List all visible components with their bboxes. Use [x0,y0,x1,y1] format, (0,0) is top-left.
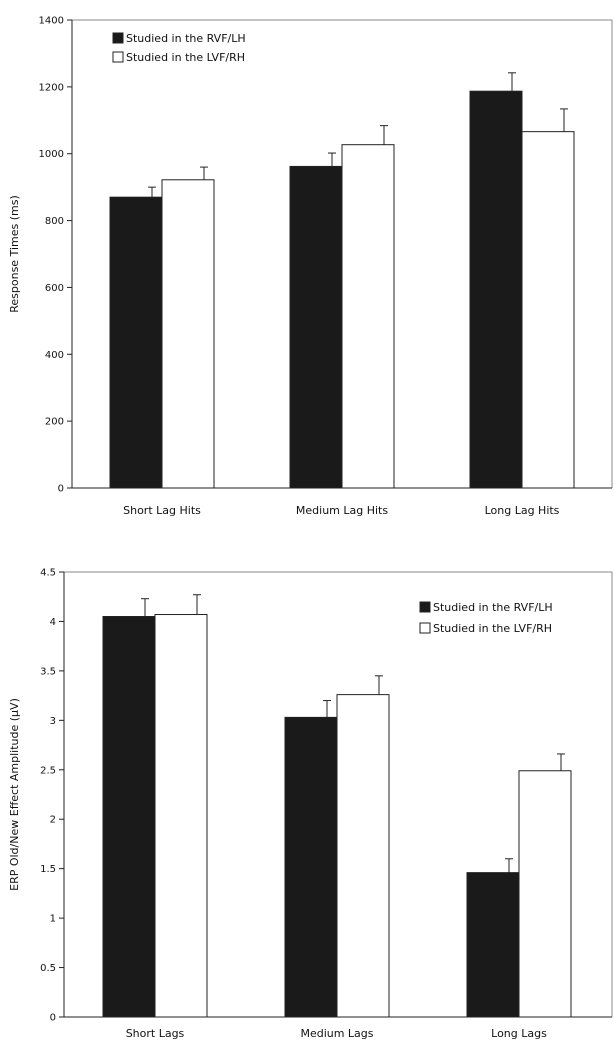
bar [341,144,395,489]
plot-frame [72,19,613,488]
category-label: Long Lags [491,1027,547,1040]
bar [102,616,156,1018]
legend-label: Studied in the RVF/LH [126,32,246,45]
bar [161,179,215,489]
legend-swatch [419,622,431,634]
erp-amplitude-chart: 0 0.5 1 1.5 2 2.5 3 3.5 4 4.5 Short Lags Medium Lag… [8,568,613,1040]
y-tick-label: 4 [50,617,56,628]
bar [518,770,572,1018]
bar [336,694,390,1018]
y-axis-title: ERP Old/New Effect Amplitude (µV) [8,698,21,891]
bar [466,872,520,1018]
y-tick-label: 0.5 [40,963,56,974]
bar [289,165,343,489]
category-label: Medium Lags [300,1027,373,1040]
legend-label: Studied in the LVF/RH [433,622,552,635]
response-times-chart: 0 200 400 600 800 1000 1200 1400 Short Lag Hits M… [8,16,613,517]
category-label: Medium Lag Hits [296,504,388,517]
category-label: Long Lag Hits [485,504,560,517]
y-tick-label: 1200 [39,82,64,93]
y-tick-label: 4.5 [40,568,56,579]
bar [469,90,523,489]
y-tick-label: 200 [45,417,64,428]
y-tick-label: 0 [58,484,64,495]
plot-frame [64,571,613,1017]
legend-label: Studied in the RVF/LH [433,601,553,614]
legend-label: Studied in the LVF/RH [126,51,245,64]
y-tick-label: 800 [45,216,64,227]
category-label: Short Lags [126,1027,185,1040]
bar [154,614,208,1018]
legend-swatch [112,51,124,63]
y-tick-label: 400 [45,350,64,361]
y-axis-title: Response Times (ms) [8,195,21,313]
bar [284,716,338,1018]
y-tick-label: 1400 [39,16,64,27]
y-tick-label: 3 [50,716,56,727]
y-tick-label: 1000 [39,149,64,160]
y-tick-label: 3.5 [40,666,56,677]
y-tick-label: 2.5 [40,765,56,776]
legend-swatch [419,601,431,613]
bar [521,131,575,489]
y-tick-label: 2 [50,815,56,826]
y-tick-label: 1.5 [40,864,56,875]
y-tick-label: 0 [50,1013,56,1024]
category-label: Short Lag Hits [123,504,201,517]
y-tick-label: 1 [50,914,56,925]
y-tick-label: 600 [45,283,64,294]
bar [109,196,163,489]
legend-swatch [112,32,124,44]
